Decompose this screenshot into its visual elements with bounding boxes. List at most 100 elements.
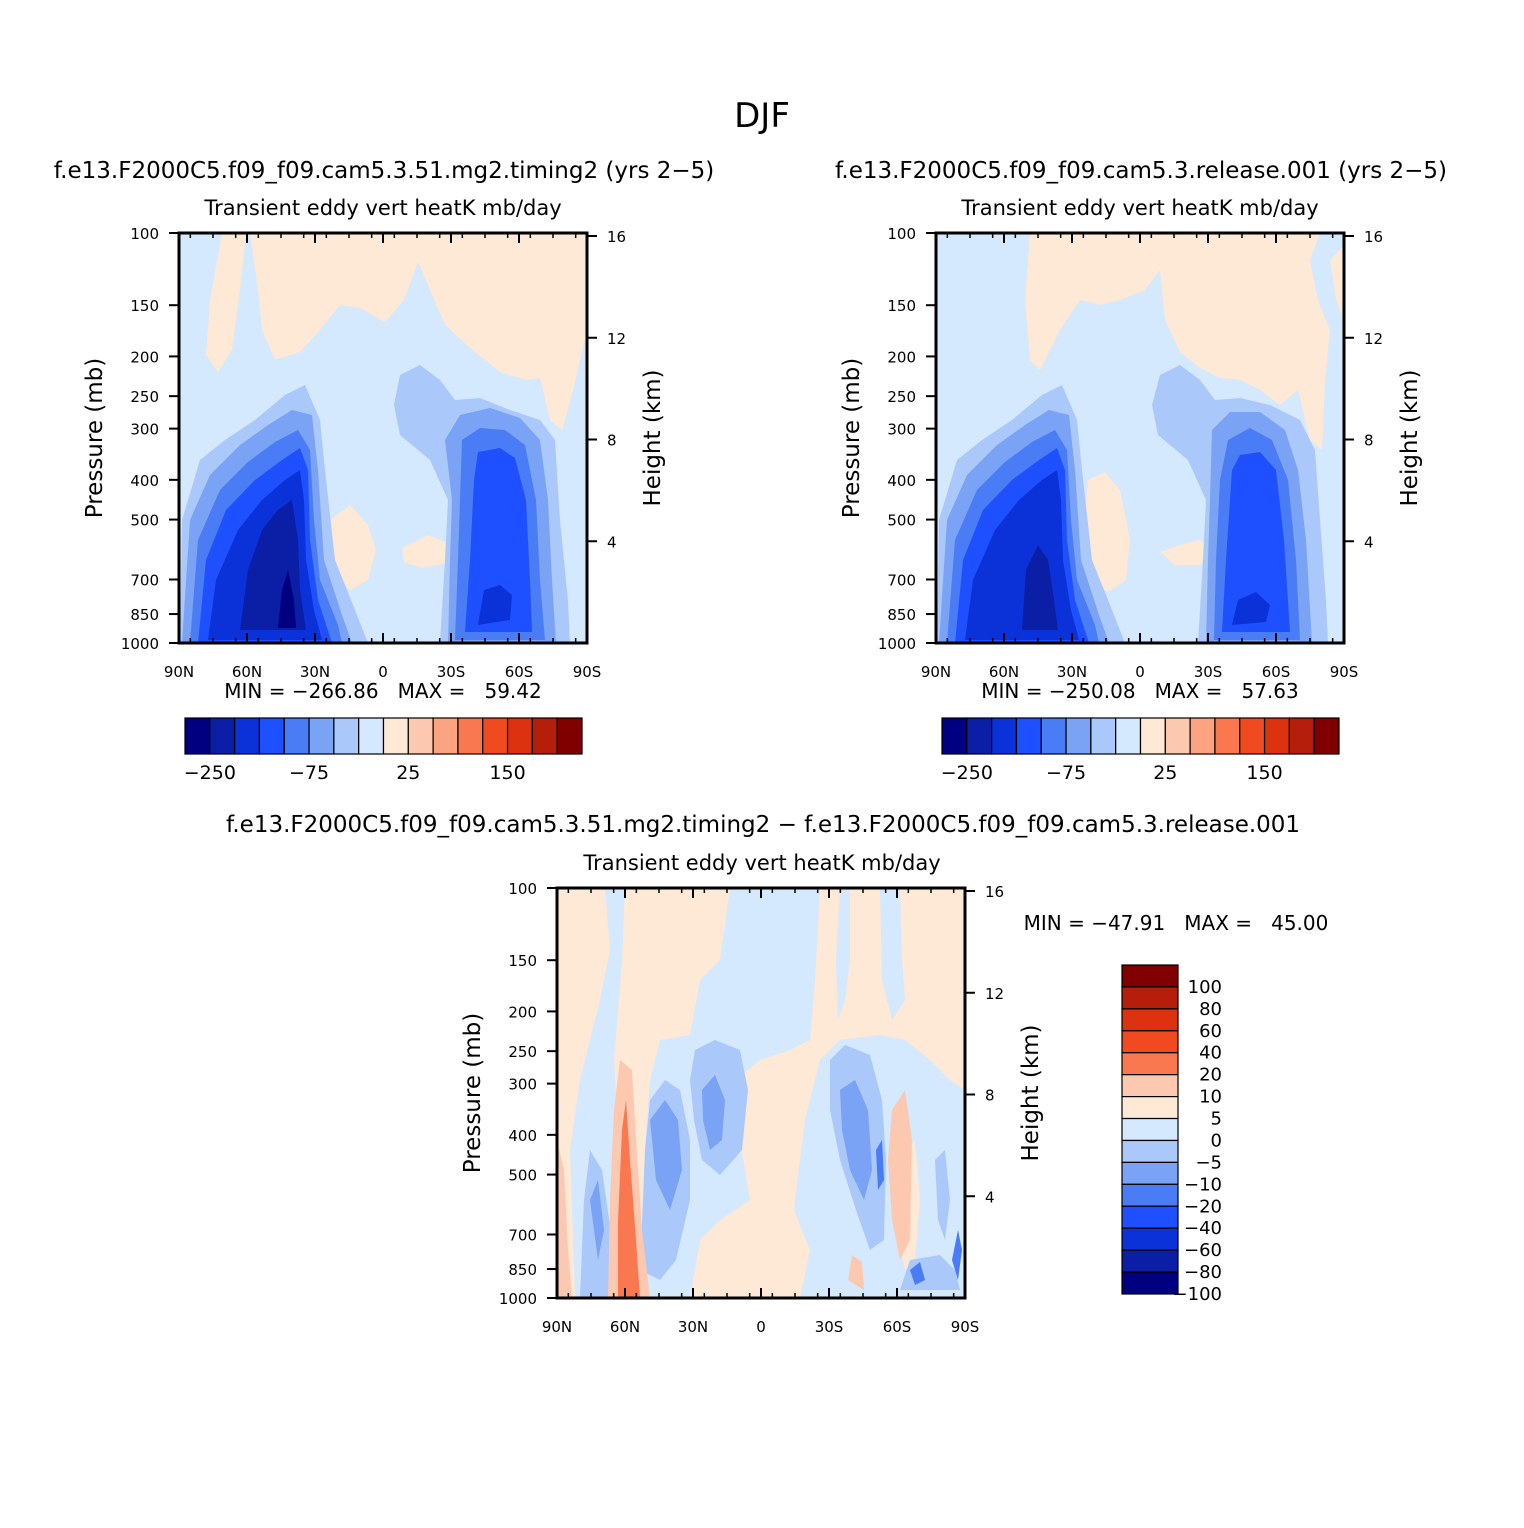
y2-tick-label: 4 [985,1188,995,1206]
x-tick-label: 90S [951,1318,980,1336]
colorbar-cell [1121,1161,1179,1185]
y-tick-label: 400 [508,1127,537,1145]
x-tick-label: 0 [378,663,388,681]
y-tick-label: 100 [508,880,537,898]
colorbar-cell [1164,717,1191,755]
panel-2: f.e13.F2000C5.f09_f09.cam5.3.release.001… [835,158,1447,784]
y-tick-label: 700 [130,571,159,589]
colorbar-label: 0 [1211,1130,1222,1151]
colorbar-cell [407,717,434,755]
y-tick-label: 200 [130,348,159,366]
panel-2-field [936,233,1344,643]
panel-1-neg-r5 [478,585,512,625]
colorbar-cell [1015,717,1042,755]
panel-3-neg-band-d [836,888,850,1020]
x-tick-label: 30N [300,663,330,681]
panel-1-positive-mid2 [402,535,452,568]
y-tick-label: 700 [887,571,916,589]
x-tick-label: 90S [573,663,602,681]
colorbar-cell [1121,1183,1179,1207]
colorbar-label: −100 [1173,1284,1222,1305]
colorbar-cell [1139,717,1166,755]
panel-2-positive-upper [1025,233,1330,450]
colorbar-cell [1065,717,1092,755]
colorbar-cell [966,717,993,755]
y-tick-label: 700 [508,1226,537,1244]
panel-3-subtitle: Transient eddy vert heatK mb/day [582,851,940,875]
colorbar-cell [1121,986,1179,1010]
panel-1-stats: MIN = −266.86 MAX = 59.42 [224,679,541,703]
y-tick-label: 150 [887,297,916,315]
panel-3-y2label: Height (km) [1018,1024,1044,1161]
panel-2-positive-mid2 [1160,540,1212,565]
x-tick-label: 30S [1194,663,1223,681]
x-tick-label: 90N [921,663,951,681]
colorbar-cell [556,717,583,755]
panel-2-positive-upper-right [1330,245,1344,320]
y-tick-label: 400 [887,472,916,490]
x-tick-label: 90N [542,1318,572,1336]
panel-3-stats: MIN = −47.91 MAX = 45.00 [1024,911,1329,935]
y-tick-label: 200 [508,1003,537,1021]
y2-tick-label: 8 [1364,432,1374,450]
colorbar-label: 25 [1153,762,1177,784]
panel-3-field [557,888,965,1298]
panel-3-pos-m2 [618,1100,640,1298]
colorbar-cell [941,717,968,755]
panel-3-negs-2 [702,1075,725,1150]
colorbar-cell [457,717,484,755]
x-tick-label: 0 [1135,663,1145,681]
y-tick-label: 500 [887,512,916,530]
panel-3-negs-3 [840,1080,872,1200]
colorbar-label: −75 [289,762,329,784]
colorbar-label: −10 [1184,1174,1222,1195]
y2-tick-label: 12 [607,330,626,348]
colorbar-cell [1121,964,1179,988]
x-tick-label: 60N [989,663,1019,681]
colorbar-cell [382,717,409,755]
colorbar-cell [358,717,385,755]
panel-2-positive-upper-gap [1094,305,1108,362]
colorbar-label: −250 [941,762,993,784]
colorbar-cell [1090,717,1117,755]
y2-tick-label: 4 [1364,533,1374,551]
colorbar-cell [1189,717,1216,755]
colorbar-cell [432,717,459,755]
colorbar-cell [209,717,236,755]
x-tick-label: 30N [678,1318,708,1336]
colorbar-cell [258,717,285,755]
colorbar-label: −75 [1046,762,1086,784]
colorbar-cell [1121,1052,1179,1076]
panel-2-title: f.e13.F2000C5.f09_f09.cam5.3.release.001… [835,158,1447,184]
colorbar-cell [1288,717,1315,755]
y-tick-label: 500 [130,512,159,530]
y-tick-label: 1000 [121,635,159,653]
colorbar-cell [991,717,1018,755]
colorbar-cell [1121,1139,1179,1164]
colorbar-label: −250 [184,762,236,784]
colorbar-cell [482,717,509,755]
y-tick-label: 400 [130,472,159,490]
y-tick-label: 300 [508,1076,537,1094]
panel-2-positive-mid [1084,472,1130,592]
panel-2-colorbar: −250 −75 25 150 [941,717,1340,784]
panel-1-subtitle: Transient eddy vert heatK mb/day [203,196,561,220]
panel-1-positive-upper-left [206,233,246,372]
panel-3-pos-a [744,1200,810,1298]
panel-1: f.e13.F2000C5.f09_f09.cam5.3.51.mg2.timi… [54,158,715,784]
x-tick-label: 60S [883,1318,912,1336]
colorbar-label: 100 [1188,977,1222,998]
panel-1-axes: 100 150 200 250 300 400 500 700 850 1000 16 12 8 4 90N… [121,225,626,681]
y-tick-label: 300 [887,421,916,439]
colorbar-label: 20 [1199,1065,1222,1086]
colorbar-label: 80 [1199,999,1222,1020]
panel-2-neg-l6 [1022,545,1058,630]
colorbar-cell [1121,1008,1179,1032]
panel-1-ylabel: Pressure (mb) [82,358,108,518]
x-tick-label: 60S [505,663,534,681]
panel-3-title: f.e13.F2000C5.f09_f09.cam5.3.51.mg2.timi… [226,812,1300,838]
colorbar-cell [1121,1205,1179,1229]
panel-3-ylabel: Pressure (mb) [460,1013,486,1173]
colorbar-cell [506,717,533,755]
colorbar-label: −20 [1184,1196,1222,1217]
